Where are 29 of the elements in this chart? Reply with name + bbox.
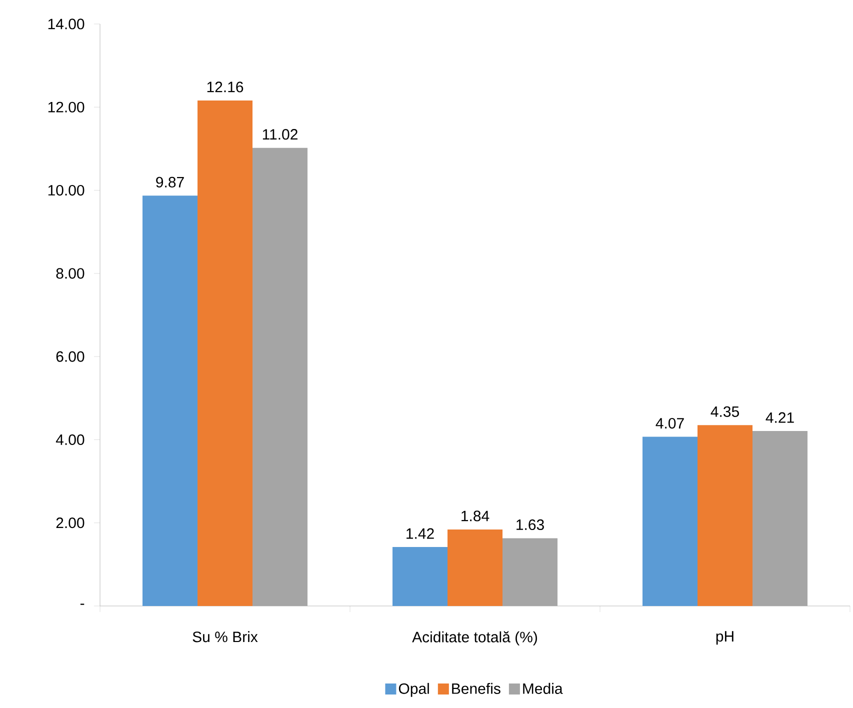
y-tick-label: 4.00 [56, 434, 84, 446]
y-tick-label: 2.00 [56, 518, 84, 528]
data-label: 1.42 [406, 528, 434, 539]
x-tick-label: pH [716, 631, 734, 645]
data-label: 1.84 [462, 510, 490, 522]
legend-label: Benefis [452, 682, 500, 694]
bar [642, 436, 698, 606]
y-tick-label: 14.00 [48, 18, 84, 30]
bar [142, 196, 198, 606]
y-tick-label: 6.00 [56, 351, 84, 362]
bar [198, 100, 253, 606]
data-label: 11.02 [262, 129, 298, 140]
y-tick-label: 10.00 [48, 184, 84, 196]
x-tick-label: Aciditate totală (%) [412, 631, 537, 646]
y-tick-label: - [80, 604, 84, 605]
legend-label: Opal [398, 682, 429, 697]
y-tick-label: 12.00 [48, 102, 84, 112]
legend-label: Media [523, 682, 563, 694]
x-tick-label: Su % Brix [192, 631, 258, 642]
data-label: 9.87 [156, 176, 184, 188]
data-label: 4.21 [766, 412, 794, 423]
data-label: 4.07 [656, 418, 684, 429]
data-label: 12.16 [207, 82, 244, 92]
bar [392, 546, 448, 606]
data-label: 1.63 [516, 519, 544, 530]
bar [448, 529, 503, 606]
bar [698, 425, 753, 606]
data-label: 4.35 [710, 406, 739, 417]
y-tick-label: 8.00 [56, 268, 84, 279]
